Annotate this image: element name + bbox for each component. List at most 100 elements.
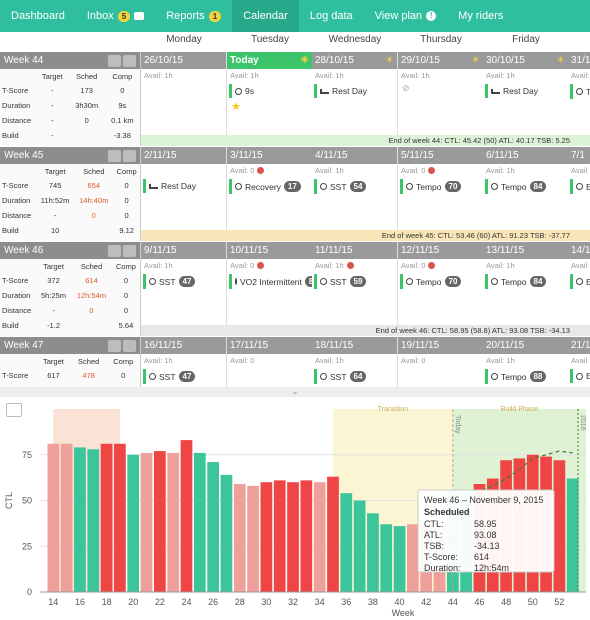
ctl-bar[interactable]	[340, 493, 353, 592]
day-cell[interactable]: 19/11/15 Avail: 0	[398, 337, 484, 387]
ctl-bar[interactable]	[87, 449, 100, 592]
ctl-bar[interactable]	[287, 482, 299, 592]
ctl-bar[interactable]	[47, 443, 60, 592]
workout-item[interactable]: SST 47	[143, 369, 224, 384]
ctl-bar[interactable]	[114, 443, 126, 592]
edit-icon[interactable]	[108, 244, 121, 257]
menu-icon[interactable]	[123, 54, 136, 67]
collapse-chart-toggle[interactable]: ⌄	[0, 387, 590, 397]
workout-item[interactable]: E	[570, 369, 590, 383]
ctl-bar[interactable]	[353, 500, 366, 593]
workout-item[interactable]: Rest Day	[485, 84, 566, 98]
day-cell[interactable]: 11/11/15 Avail: 1h SST 59	[312, 242, 398, 325]
nav-my-riders[interactable]: My riders	[447, 0, 514, 32]
ctl-bar[interactable]	[247, 485, 259, 592]
availability: Avail: 0	[227, 259, 312, 271]
ctl-bar[interactable]	[140, 452, 153, 592]
day-cell[interactable]: 5/11/15 Avail: 0 Tempo 70	[398, 147, 484, 230]
ctl-bar[interactable]	[74, 447, 86, 592]
ctl-bar[interactable]	[153, 451, 166, 592]
ctl-bar[interactable]	[300, 480, 313, 592]
day-cell[interactable]: 10/11/15 Avail: 0 VO2 Intermittent85	[227, 242, 322, 325]
day-cell[interactable]: 7/1 Avail E20	[568, 147, 590, 230]
day-cell[interactable]: 18/11/15 Avail: 1h SST 64	[312, 337, 398, 387]
nav-inbox[interactable]: Inbox 5	[76, 0, 155, 32]
ctl-bar[interactable]	[233, 484, 246, 592]
day-cell[interactable]: 3/11/15 Avail: 0 Recovery 17	[227, 147, 313, 230]
date-label: 13/11/15	[486, 245, 525, 256]
workout-item[interactable]: SST 64	[314, 369, 395, 384]
ctl-bar[interactable]	[327, 476, 339, 592]
ctl-bar[interactable]	[553, 460, 566, 592]
workout-item[interactable]: Tempo 70	[400, 274, 481, 289]
ctl-bar[interactable]	[260, 482, 273, 592]
workout-item[interactable]: Rest Day	[314, 84, 395, 98]
workout-item[interactable]: Tempo 84	[485, 274, 566, 289]
availability-label: Avail: 0	[401, 355, 426, 365]
day-cell[interactable]: 2/11/15 Rest Day	[141, 147, 227, 230]
ctl-bar[interactable]	[167, 452, 180, 592]
day-cell[interactable]: 16/11/15 Avail: 1h SST 47	[141, 337, 227, 387]
workout-item[interactable]: Tempo 88	[485, 369, 566, 384]
workout-item[interactable]: VO2 Intermittent85	[229, 274, 322, 289]
workout-item[interactable]: SST 54	[314, 179, 395, 194]
availability: Avail: 1h	[312, 69, 397, 81]
day-cell[interactable]: 21/1 Avail E	[568, 337, 590, 387]
menu-icon[interactable]	[123, 244, 136, 257]
workout-item[interactable]: Tempo 70	[400, 179, 481, 194]
day-cell[interactable]: 4/11/15 Avail: 1h SST 54	[312, 147, 398, 230]
day-cell[interactable]: 20/11/15 Avail: 1h Tempo 88	[483, 337, 569, 387]
ctl-bar[interactable]	[367, 513, 379, 592]
day-cell[interactable]: 9/11/15 Avail: 1h SST 47	[141, 242, 227, 325]
day-cell[interactable]: 31/1☀Avail: 1h T55	[568, 52, 590, 135]
workout-item[interactable]: E21	[570, 274, 590, 289]
tooltip-key: Duration:	[424, 563, 461, 573]
day-cell[interactable]: 29/10/15 ☀ Avail: 1h ⊘	[398, 52, 484, 135]
ctl-bar[interactable]	[313, 482, 326, 592]
nav-reports[interactable]: Reports 1	[155, 0, 232, 32]
workout-item[interactable]: SST 59	[314, 274, 395, 289]
ctl-bar[interactable]	[193, 452, 206, 592]
expand-icon[interactable]	[6, 403, 22, 417]
edit-icon[interactable]	[108, 54, 121, 67]
ctl-bar[interactable]	[393, 526, 406, 592]
day-cell[interactable]: 17/11/15 Avail: 0	[227, 337, 313, 387]
menu-icon[interactable]	[123, 149, 136, 162]
edit-icon[interactable]	[108, 149, 121, 162]
day-cell[interactable]: 6/11/15 Avail: 1h Tempo 84	[483, 147, 569, 230]
day-cell[interactable]: Today ☀ Avail: 1h 9s ★	[227, 52, 313, 135]
workout-item[interactable]: Rest Day	[143, 179, 224, 193]
day-cell[interactable]: 30/10/15 ☀ Avail: 1h Rest Day	[483, 52, 569, 135]
ctl-bar[interactable]	[180, 440, 193, 592]
workout-item[interactable]: 9s	[229, 84, 310, 98]
stats-row-label: Distance	[2, 211, 32, 220]
nav-view-plan[interactable]: View plan!	[364, 0, 448, 32]
workout-item[interactable]: E20	[570, 179, 590, 194]
ctl-bar[interactable]	[220, 474, 233, 592]
ctl-bar[interactable]	[380, 524, 393, 592]
day-cell[interactable]: 28/10/15 ☀ Avail: 1h Rest Day	[312, 52, 398, 135]
nav-dashboard[interactable]: Dashboard	[0, 0, 76, 32]
workout-item[interactable]: SST 47	[143, 274, 224, 289]
day-cell[interactable]: 12/11/15 Avail: 0 Tempo 70	[398, 242, 484, 325]
day-cell[interactable]: 14/1 Avail E21	[568, 242, 590, 325]
ctl-bar[interactable]	[60, 443, 73, 592]
edit-icon[interactable]	[108, 339, 121, 352]
ctl-bar[interactable]	[273, 480, 286, 592]
ctl-bar[interactable]	[566, 478, 579, 592]
ctl-bar[interactable]	[407, 524, 419, 592]
ctl-bar[interactable]	[207, 462, 219, 592]
ctl-bar[interactable]	[100, 443, 113, 592]
menu-icon[interactable]	[123, 339, 136, 352]
nav-calendar[interactable]: Calendar	[232, 0, 299, 32]
stopwatch-icon	[235, 183, 242, 190]
ctl-bar[interactable]	[127, 454, 140, 592]
day-cell[interactable]: 13/11/15 Avail: 1h Tempo 84	[483, 242, 569, 325]
availability: Avail: 1h	[141, 69, 226, 81]
workout-item[interactable]: Recovery 17	[229, 179, 310, 194]
availability: Avail: 1h	[483, 259, 568, 271]
nav-log-data[interactable]: Log data	[299, 0, 364, 32]
day-cell[interactable]: 26/10/15 Avail: 1h	[141, 52, 227, 135]
workout-item[interactable]: T55	[570, 84, 590, 99]
workout-item[interactable]: Tempo 84	[485, 179, 566, 194]
